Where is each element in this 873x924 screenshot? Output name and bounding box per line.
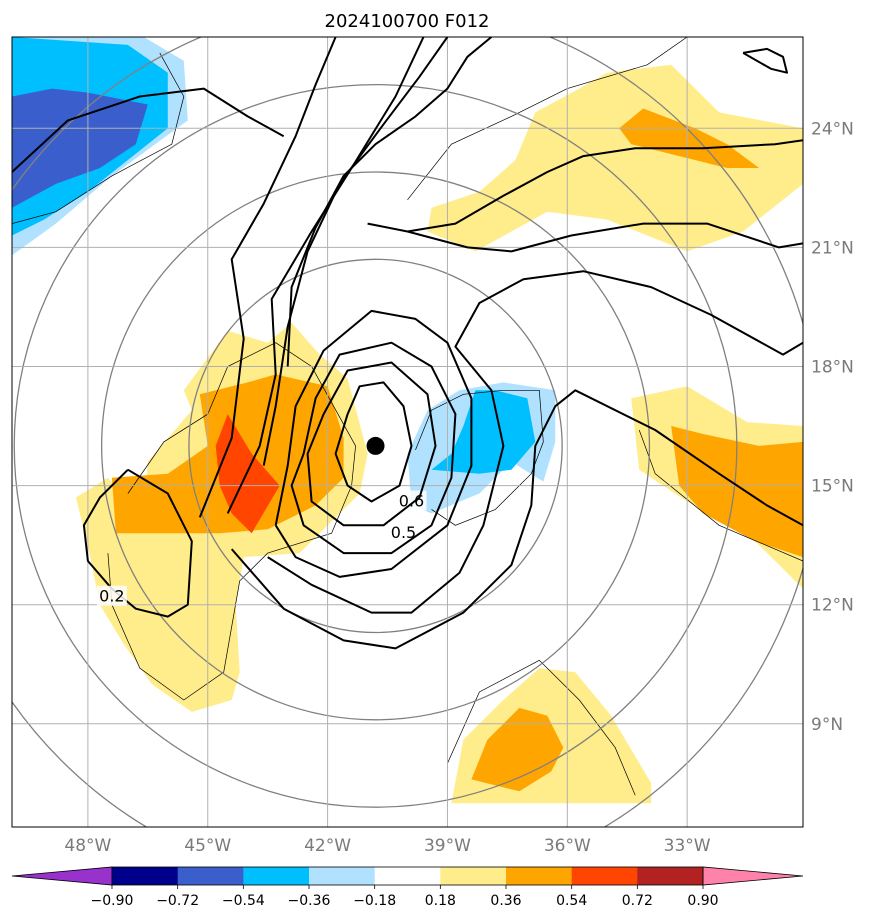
contour-line bbox=[82, 468, 193, 618]
lon-tick-label: 42°W bbox=[304, 836, 351, 856]
filled-region bbox=[431, 390, 536, 474]
thin-contour bbox=[107, 342, 356, 701]
contour-line bbox=[267, 270, 803, 614]
colorbar-tick-label: −0.18 bbox=[353, 893, 396, 909]
colorbar-tick-label: 0.90 bbox=[687, 893, 718, 909]
contour-line bbox=[274, 309, 473, 578]
colorbar-tick-label: 0.54 bbox=[556, 893, 587, 909]
contour-line bbox=[262, 37, 449, 466]
contour-line bbox=[230, 389, 803, 650]
range-ring bbox=[13, 83, 738, 808]
colorbar-tick-label: −0.90 bbox=[91, 893, 134, 909]
contour-label-bg bbox=[96, 585, 127, 606]
range-ring bbox=[100, 171, 651, 721]
colorbar-bin bbox=[571, 867, 638, 885]
lon-tick-labels: 48°W 45°W 42°W 39°W 36°W 33°W bbox=[64, 836, 710, 856]
thin-contour bbox=[12, 52, 185, 224]
colorbar-tick-label: 0.36 bbox=[490, 893, 521, 909]
colorbar-bin bbox=[506, 867, 573, 885]
colorbar-tick-label: −0.36 bbox=[288, 893, 331, 909]
colorbar-tick-label: 0.18 bbox=[425, 893, 456, 909]
lat-tick-label: 12°N bbox=[811, 596, 854, 616]
contour-label-bg bbox=[396, 490, 427, 511]
contour-label: 0.6 bbox=[399, 491, 424, 510]
lat-tick-labels: 9°N 12°N 15°N 18°N 21°N 24°N bbox=[811, 119, 854, 734]
contour-line bbox=[306, 361, 437, 527]
filled-region bbox=[471, 707, 564, 792]
contour-label: 0.5 bbox=[391, 523, 416, 542]
lat-tick-label: 15°N bbox=[811, 477, 854, 497]
chart-title: 2024100700 F012 bbox=[325, 11, 490, 32]
colorbar-extend-high bbox=[702, 866, 804, 886]
filled-regions bbox=[12, 37, 803, 804]
contour-line bbox=[742, 47, 788, 74]
colorbar-bin bbox=[637, 867, 704, 885]
colorbar: −0.90 −0.72 −0.54 −0.36 −0.18 0.18 0.36 0.54 0.7… bbox=[11, 866, 804, 909]
contour-lines: 0.6 0.5 0.2 bbox=[12, 37, 803, 650]
lon-tick-label: 36°W bbox=[544, 836, 591, 856]
lat-tick-label: 9°N bbox=[811, 715, 843, 735]
colorbar-bin bbox=[177, 867, 244, 885]
lon-tick-label: 45°W bbox=[184, 836, 231, 856]
thin-contour bbox=[447, 659, 636, 796]
colorbar-bin bbox=[243, 867, 310, 885]
center-dot bbox=[366, 436, 385, 455]
contour-line bbox=[286, 37, 493, 367]
lon-tick-label: 48°W bbox=[64, 836, 111, 856]
gridlines bbox=[12, 37, 803, 827]
contour-line bbox=[12, 87, 285, 173]
filled-region bbox=[671, 426, 803, 558]
thin-contour bbox=[407, 37, 688, 201]
colorbar-bin bbox=[374, 867, 441, 885]
filled-region bbox=[619, 108, 760, 168]
range-rings bbox=[12, 37, 803, 827]
contour-label: 0.2 bbox=[99, 587, 124, 606]
contour-line bbox=[334, 381, 413, 503]
colorbar-tick-label: 0.72 bbox=[622, 893, 653, 909]
storm-center-marker bbox=[366, 436, 385, 455]
colorbar-tick-label: −0.54 bbox=[222, 893, 265, 909]
plot-frame bbox=[11, 36, 804, 828]
lat-tick-label: 24°N bbox=[811, 119, 854, 139]
contour-line bbox=[226, 37, 425, 514]
lon-tick-label: 39°W bbox=[424, 836, 471, 856]
colorbar-bin bbox=[440, 867, 507, 885]
contour-line bbox=[198, 37, 337, 518]
contour-line bbox=[290, 341, 457, 555]
contour-label-bg bbox=[388, 522, 419, 543]
lat-tick-label: 21°N bbox=[811, 238, 854, 258]
colorbar-bin bbox=[112, 867, 179, 885]
lon-tick-label: 33°W bbox=[664, 836, 711, 856]
contour-line bbox=[407, 139, 803, 233]
lat-tick-label: 18°N bbox=[811, 357, 854, 377]
colorbar-extend-low bbox=[11, 866, 113, 886]
contour-line bbox=[367, 222, 803, 253]
colorbar-bin bbox=[309, 867, 376, 885]
range-ring bbox=[188, 258, 563, 634]
colorbar-tick-label: −0.72 bbox=[156, 893, 199, 909]
filled-region bbox=[12, 88, 148, 208]
colorbar-frame bbox=[111, 866, 704, 886]
filled-region bbox=[427, 64, 803, 252]
